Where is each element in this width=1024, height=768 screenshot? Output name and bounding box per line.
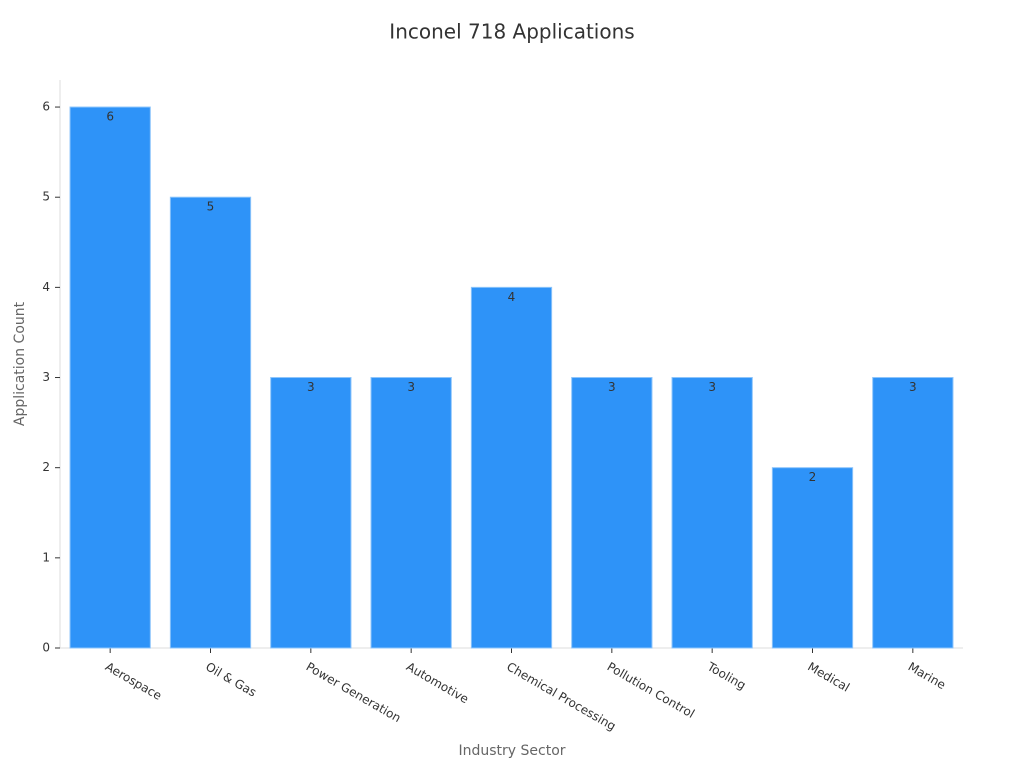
y-axis-label: Application Count — [12, 301, 28, 426]
bar — [771, 467, 854, 649]
data-label: 6 — [106, 110, 114, 124]
chart-title: Inconel 718 Applications — [389, 20, 634, 44]
x-tick-label: Oil & Gas — [203, 660, 259, 700]
y-tick-label: 3 — [42, 370, 50, 384]
bar — [270, 377, 352, 649]
x-axis-label: Industry Sector — [458, 743, 565, 759]
y-tick-label: 4 — [42, 280, 50, 294]
y-tick-label: 0 — [42, 641, 50, 655]
data-label: 3 — [708, 380, 716, 394]
y-tick-label: 5 — [42, 190, 50, 204]
bar — [571, 377, 653, 649]
x-tick-label: Pollution Control — [605, 660, 697, 721]
y-tick-label: 1 — [42, 550, 50, 564]
data-label: 5 — [207, 200, 215, 214]
x-tick-label: Marine — [906, 660, 948, 693]
bar — [169, 196, 252, 649]
x-tick-label: Power Generation — [304, 660, 404, 726]
x-tick-label: Tooling — [704, 659, 748, 693]
x-tick-label: Medical — [805, 660, 852, 695]
x-tick-label: Chemical Processing — [504, 660, 618, 734]
data-label: 4 — [508, 290, 516, 304]
data-label: 3 — [909, 380, 917, 394]
y-tick-label: 2 — [42, 460, 50, 474]
bar — [69, 106, 151, 649]
data-label: 3 — [407, 380, 415, 394]
bar — [671, 377, 753, 649]
x-tick-label: Aerospace — [103, 660, 164, 703]
data-label: 3 — [307, 380, 315, 394]
x-tick-label: Automotive — [404, 660, 471, 707]
bar — [470, 286, 553, 649]
data-label: 3 — [608, 380, 616, 394]
data-label: 2 — [809, 470, 817, 484]
bar — [370, 377, 452, 649]
y-tick-label: 6 — [42, 100, 50, 114]
bar — [872, 377, 954, 649]
